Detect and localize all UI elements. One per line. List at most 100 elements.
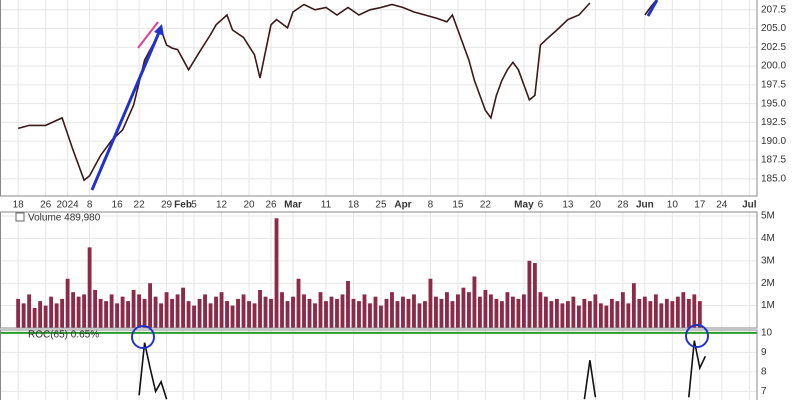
volume-bar	[225, 301, 229, 328]
volume-bar	[456, 294, 460, 328]
volume-bar	[153, 296, 158, 328]
x-tick-label: 12	[216, 200, 228, 211]
x-tick-label: 29	[161, 200, 173, 211]
y-tick-label: 205.0	[761, 23, 786, 34]
x-tick-label: 16	[112, 200, 124, 211]
volume-bar	[401, 296, 405, 328]
volume-bar	[252, 303, 257, 328]
y-tick-label: 9	[761, 347, 767, 358]
price-frame	[0, 0, 758, 197]
volume-bar	[467, 292, 471, 328]
y-tick-label: 2M	[761, 278, 775, 289]
volume-bar	[43, 305, 48, 328]
volume-bar	[554, 298, 559, 328]
x-tick-label: 6	[538, 200, 544, 211]
volume-bar	[615, 301, 620, 328]
x-tick-label: 22	[480, 200, 492, 211]
volume-bar	[587, 301, 592, 328]
x-tick-label: 18	[13, 200, 25, 211]
volume-bar	[631, 283, 636, 328]
volume-bar	[142, 298, 147, 328]
x-tick-label: 10	[667, 200, 679, 211]
legend-icon	[15, 212, 25, 222]
y-tick-label: 4M	[761, 233, 775, 244]
x-tick-label: Mar	[284, 200, 302, 211]
x-tick-label: 5	[191, 200, 197, 211]
x-tick-label: 24	[716, 200, 728, 211]
volume-bar	[483, 289, 488, 328]
volume-bar	[642, 296, 647, 328]
volume-bar	[593, 294, 598, 328]
volume-bar	[527, 260, 532, 328]
volume-bar	[576, 305, 581, 328]
volume-bar	[109, 294, 114, 328]
volume-bar	[87, 247, 92, 328]
volume-bar	[49, 296, 54, 328]
volume-bar	[373, 296, 378, 328]
y-tick-label: 5M	[761, 211, 775, 222]
volume-bar	[697, 301, 702, 328]
volume-bar	[439, 298, 444, 328]
volume-bar	[379, 305, 383, 328]
y-tick-label: 202.5	[761, 42, 786, 53]
x-tick-label: 20	[590, 200, 602, 211]
volume-bar	[390, 292, 394, 328]
volume-bar	[582, 298, 587, 328]
volume-bar	[280, 292, 284, 328]
volume-bar	[98, 298, 103, 328]
y-tick-label: 7	[761, 386, 767, 397]
volume-bar	[434, 296, 438, 328]
volume-bar	[461, 287, 466, 328]
volume-bar	[93, 289, 98, 328]
volume-bar	[71, 292, 76, 328]
volume-bar	[560, 303, 565, 328]
volume-bar	[488, 294, 493, 328]
volume-bar	[170, 298, 174, 328]
volume-bar	[82, 294, 87, 328]
volume-bar	[230, 305, 235, 328]
trend-arrow	[90, 29, 162, 191]
volume-bar	[670, 301, 675, 328]
volume-bar	[543, 296, 548, 328]
volume-bar	[21, 303, 26, 328]
trend-line	[137, 21, 159, 49]
panel-marks	[0, 331, 757, 400]
volume-bar	[510, 296, 515, 328]
y-tick-label: 187.5	[761, 155, 786, 166]
volume-bar	[412, 294, 416, 328]
volume-bar	[351, 298, 356, 328]
volume-bar	[192, 305, 196, 328]
volume-bar	[686, 298, 691, 328]
x-tick-label: 8	[87, 200, 93, 211]
volume-bar	[472, 276, 477, 328]
price-line	[17, 0, 657, 182]
x-tick-label: 22	[134, 200, 146, 211]
volume-bar	[307, 298, 312, 328]
x-tick-label: 2024	[56, 200, 79, 211]
volume-bar	[604, 305, 609, 328]
x-tick-label: 17	[694, 200, 706, 211]
x-tick-label: May	[514, 200, 534, 211]
x-tick-label: 11	[321, 200, 332, 211]
volume-bar	[263, 296, 268, 328]
volume-bar	[115, 303, 120, 328]
volume-bar	[318, 292, 323, 328]
volume-bar	[428, 278, 433, 328]
x-tick-label: 26	[40, 200, 52, 211]
volume-bar	[38, 301, 43, 328]
volume-bar	[120, 296, 125, 328]
volume-bar	[423, 301, 427, 328]
panel-marks	[16, 218, 702, 328]
marks-layer	[0, 0, 757, 400]
volume-bar	[274, 218, 279, 328]
volume-bar	[549, 301, 554, 328]
x-tick-label: 28	[617, 200, 629, 211]
x-tick-label: 20	[243, 200, 255, 211]
y-tick-label: 200.0	[761, 61, 786, 72]
y-tick-label: 195.0	[761, 98, 786, 109]
volume-bar	[664, 298, 669, 328]
y-tick-label: 3M	[761, 255, 775, 266]
volume-bar	[76, 296, 81, 328]
volume-bar	[16, 298, 21, 328]
y-tick-label: 207.5	[761, 4, 786, 15]
